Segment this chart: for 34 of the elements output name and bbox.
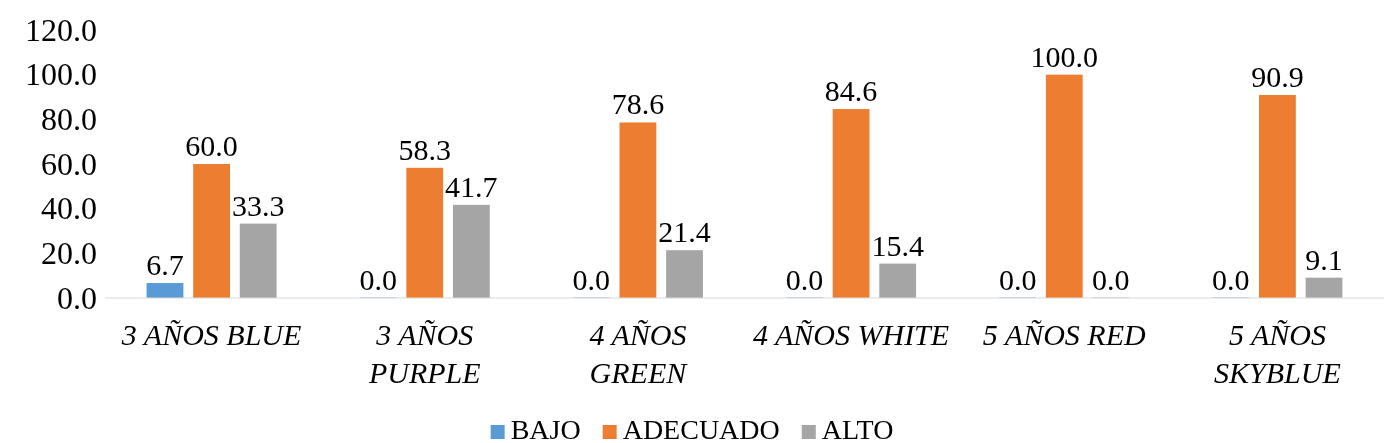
data-label: 21.4 [658, 215, 711, 249]
data-label: 0.0 [1212, 263, 1250, 296]
legend-label: BAJO [510, 414, 581, 443]
x-tick-label: 5 AÑOS RED [982, 318, 1146, 351]
legend-label: ALTO [821, 414, 894, 443]
data-label: 60.0 [185, 129, 238, 162]
data-label: 90.9 [1251, 59, 1304, 93]
data-label: 0.0 [785, 263, 824, 296]
x-tick-label: 3 AÑOS BLUE [120, 318, 302, 351]
x-tick-label: 5 AÑOS SKYBLUE [1214, 318, 1341, 389]
x-tick-label: 4 AÑOS GREEN [589, 318, 689, 389]
data-label: 58.3 [398, 132, 451, 166]
data-label: 9.1 [1305, 242, 1343, 276]
y-tick-label: 20.0 [41, 235, 97, 272]
x-tick-label: 3 AÑOS PURPLE [367, 318, 481, 389]
y-tick-label: 80.0 [41, 101, 97, 138]
data-label: 84.6 [824, 74, 878, 108]
data-label: 0.0 [1092, 263, 1130, 296]
data-label: 100.0 [1030, 39, 1098, 73]
legend-label: ADECUADO [622, 414, 780, 443]
data-label: 0.0 [998, 263, 1037, 296]
y-tick-label: 0.0 [57, 279, 97, 316]
y-tick-label: 100.0 [25, 56, 97, 93]
data-label: 6.7 [146, 248, 184, 282]
data-label: 0.0 [572, 263, 611, 296]
x-tick-label: 4 AÑOS WHITE [753, 318, 950, 351]
data-label: 78.6 [611, 87, 665, 121]
y-tick-label: 40.0 [41, 190, 97, 227]
data-label: 41.7 [445, 169, 498, 203]
y-tick-label: 120.0 [25, 11, 97, 48]
data-label: 15.4 [871, 228, 924, 262]
y-tick-label: 60.0 [41, 145, 97, 182]
data-label: 33.3 [231, 188, 285, 222]
data-label: 0.0 [359, 263, 397, 296]
